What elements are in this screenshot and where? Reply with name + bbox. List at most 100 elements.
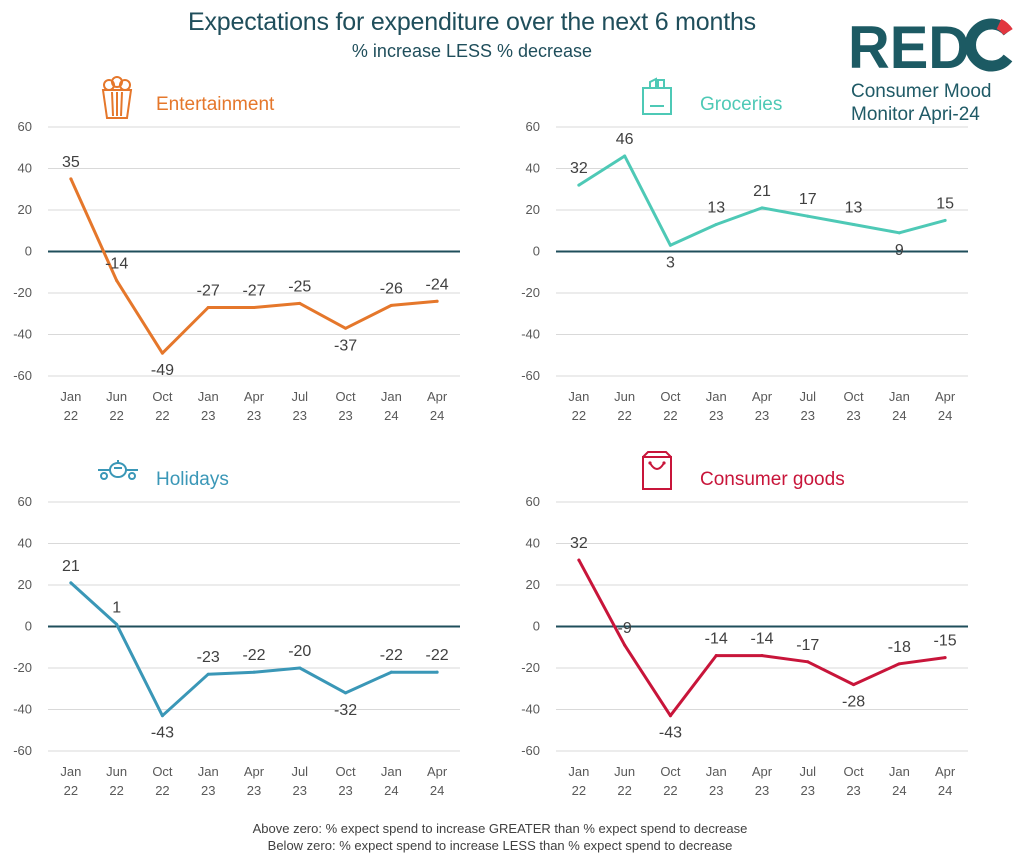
consumer-goods-chart: 60 40 20 0 -20 -40 -60 Jan 22 Jun 22 Oct 22 Jan 23 Apr 2…	[521, 494, 968, 798]
groceries-data-point	[714, 223, 718, 227]
groceries-ytick-label: 40	[526, 161, 540, 176]
consumer-goods-data-point	[760, 654, 764, 658]
consumer-goods-data-point	[623, 643, 627, 647]
holidays-xtick-label: Jan 24	[381, 764, 402, 798]
entertainment-data-label: -25	[288, 278, 311, 295]
entertainment-xtick-label: Jan 24	[381, 389, 402, 423]
entertainment-title: Entertainment	[156, 94, 275, 115]
consumer-goods-data-label: 32	[570, 535, 588, 552]
consumer-goods-ytick-label: 60	[526, 494, 540, 509]
consumer-goods-data-label: -14	[750, 631, 773, 648]
entertainment-ytick-label: -20	[13, 285, 32, 300]
redc-logo: RED Consumer Mood Monitor Apri-24	[848, 18, 1018, 126]
holidays-data-label: -22	[242, 647, 265, 664]
entertainment-data-point	[389, 303, 393, 307]
groceries-data-label: 46	[616, 131, 634, 148]
entertainment-data-point	[435, 299, 439, 303]
entertainment-data-point	[252, 306, 256, 310]
holidays-ytick-label: 20	[18, 577, 32, 592]
airplane-icon	[96, 457, 140, 490]
holidays-data-label: -32	[334, 702, 357, 719]
groceries-ytick-label: -60	[521, 368, 540, 383]
groceries-xtick-label: Apr 23	[752, 389, 773, 423]
consumer-goods-xtick-label: Jan 22	[568, 764, 589, 798]
entertainment-xtick-label: Oct 22	[152, 389, 173, 423]
holidays-ytick-label: 40	[18, 536, 32, 551]
holidays-data-point	[344, 691, 348, 695]
groceries-data-point	[806, 214, 810, 218]
holidays-data-point	[206, 672, 210, 676]
holidays-data-label: -20	[288, 643, 311, 660]
consumer-goods-xtick-label: Oct 23	[843, 764, 864, 798]
entertainment-ytick-label: -60	[13, 368, 32, 383]
groceries-data-label: 15	[936, 195, 954, 212]
consumer-goods-ytick-label: -60	[521, 743, 540, 758]
entertainment-data-point	[160, 351, 164, 355]
holidays-data-label: -22	[426, 647, 449, 664]
entertainment-xtick-label: Jan 22	[60, 389, 81, 423]
logo-caption-line2: Monitor Apri-24	[851, 104, 980, 125]
groceries-chart: 60 40 20 0 -20 -40 -60 Jan 22 Jun 22 Oct 22 Jan 23 Apr 2…	[521, 119, 968, 423]
consumer-goods-data-label: -9	[618, 620, 632, 637]
holidays-xtick-label: Jan 22	[60, 764, 81, 798]
entertainment-xtick-label: Jul 23	[291, 389, 308, 423]
holidays-data-point	[298, 666, 302, 670]
groceries-data-label: 21	[753, 183, 771, 200]
redc-logo-letters: RED	[848, 18, 970, 72]
groceries-data-point	[943, 218, 947, 222]
groceries-data-point	[760, 206, 764, 210]
groceries-data-label: 13	[845, 200, 863, 217]
chart-header: Expectations for expenditure over the ne…	[0, 8, 944, 62]
footnote-above-zero: Above zero: % expect spend to increase G…	[252, 821, 748, 836]
chart-footnote: Above zero: % expect spend to increase G…	[0, 820, 1000, 854]
consumer-goods-data-label: -15	[934, 633, 957, 650]
holidays-ytick-label: 0	[25, 619, 32, 634]
holidays-ytick-label: -40	[13, 702, 32, 717]
entertainment-data-label: -27	[242, 283, 265, 300]
holidays-xtick-label: Jun 22	[106, 764, 127, 798]
holidays-ytick-label: -60	[13, 743, 32, 758]
holidays-panel: Holidays 60 40 20 0 -20 -40 -60 Jan 22 Jun 22 Oct 22…	[0, 445, 512, 820]
entertainment-data-label: -27	[197, 283, 220, 300]
entertainment-panel: Entertainment 60 40 20 0 -20 -40 -60 Jan 22 Jun 22…	[0, 70, 512, 445]
consumer-goods-xtick-label: Jun 22	[614, 764, 635, 798]
consumer-goods-panel: Consumer goods 60 40 20 0 -20 -40 -60 Jan 22 Jun 2…	[508, 445, 1020, 820]
logo-caption: Consumer Mood Monitor Apri-24	[851, 80, 1018, 126]
holidays-data-label: -22	[380, 647, 403, 664]
consumer-goods-data-point	[943, 656, 947, 660]
entertainment-data-point	[69, 177, 73, 181]
groceries-xtick-label: Jan 24	[889, 389, 910, 423]
entertainment-data-label: 35	[62, 154, 80, 171]
consumer-goods-data-point	[806, 660, 810, 664]
groceries-ytick-label: 20	[526, 202, 540, 217]
groceries-xtick-label: Oct 22	[660, 389, 681, 423]
consumer-goods-data-point	[714, 654, 718, 658]
holidays-title: Holidays	[156, 469, 229, 490]
consumer-goods-data-point	[852, 683, 856, 687]
holidays-xtick-label: Apr 24	[427, 764, 448, 798]
groceries-xtick-label: Jul 23	[799, 389, 816, 423]
groceries-data-label: 17	[799, 191, 817, 208]
holidays-data-point	[252, 670, 256, 674]
holidays-xtick-label: Oct 22	[152, 764, 173, 798]
groceries-panel: Groceries 60 40 20 0 -20 -40 -60 Jan 22 Jun 22 Oct 2…	[508, 70, 1020, 445]
entertainment-data-point	[344, 326, 348, 330]
entertainment-ytick-label: 0	[25, 244, 32, 259]
consumer-goods-data-point	[668, 714, 672, 718]
holidays-data-label: -43	[151, 725, 174, 742]
consumer-goods-xtick-label: Apr 23	[752, 764, 773, 798]
consumer-goods-data-label: -14	[705, 631, 728, 648]
entertainment-xtick-label: Jun 22	[106, 389, 127, 423]
chart-subtitle: % increase LESS % decrease	[351, 41, 593, 61]
groceries-data-point	[668, 243, 672, 247]
holidays-ytick-label: 60	[18, 494, 32, 509]
entertainment-ytick-label: 20	[18, 202, 32, 217]
entertainment-data-label: -37	[334, 337, 357, 354]
holidays-xtick-label: Apr 23	[244, 764, 265, 798]
holidays-chart: 60 40 20 0 -20 -40 -60 Jan 22 Jun 22 Oct 22 Jan 23 Apr 2…	[13, 494, 460, 798]
entertainment-xtick-label: Jan 23	[198, 389, 219, 423]
shopping-bag-icon	[640, 76, 674, 121]
entertainment-xtick-label: Oct 23	[335, 389, 356, 423]
holidays-xtick-label: Oct 23	[335, 764, 356, 798]
gift-bag-icon	[640, 451, 674, 496]
